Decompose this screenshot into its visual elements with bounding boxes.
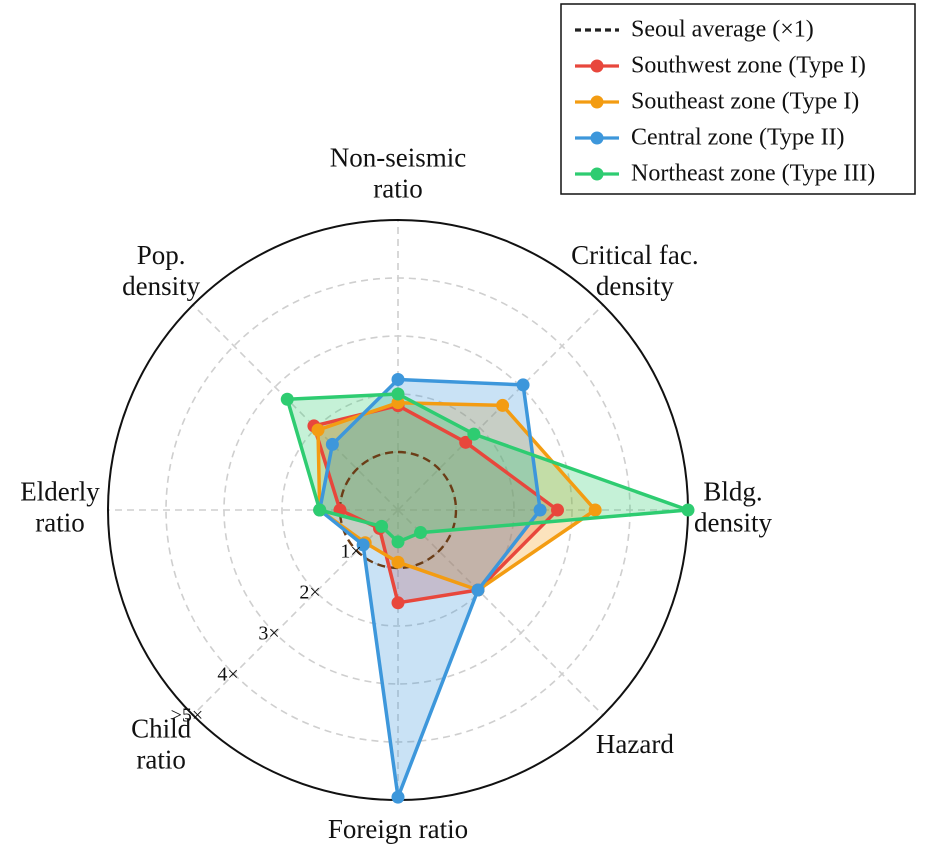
axis-label: Elderly xyxy=(20,477,100,507)
series-point xyxy=(551,503,564,517)
series-point xyxy=(588,503,602,517)
legend-swatch-marker xyxy=(590,167,604,181)
axis-label: ratio xyxy=(373,174,422,204)
series-point xyxy=(496,398,510,412)
axis-label: ratio xyxy=(35,508,84,538)
axis-label: Hazard xyxy=(596,729,674,759)
series-point xyxy=(280,392,294,406)
axis-label: Non-seismic xyxy=(330,143,466,173)
axis-label: Pop. xyxy=(137,240,186,270)
axis-label: ratio xyxy=(136,745,185,775)
grid-spoke xyxy=(192,304,399,511)
legend-swatch-marker xyxy=(590,131,604,145)
legend-entry: Seoul average (×1) xyxy=(575,17,814,43)
series-lines xyxy=(280,373,695,804)
seoul-average-line xyxy=(338,450,458,570)
axis-label: density xyxy=(122,271,200,301)
series-point xyxy=(681,503,695,517)
series-point xyxy=(471,583,485,597)
radial-tick-label: 3× xyxy=(258,623,279,645)
legend-entry: Northeast zone (Type III) xyxy=(575,161,875,187)
series-fill xyxy=(319,379,541,798)
legend-label: Southwest zone (Type I) xyxy=(631,53,866,79)
radial-tick-label: >5× xyxy=(171,705,204,727)
legend-entry: Southeast zone (Type I) xyxy=(575,89,859,115)
radial-tick-labels: 1× 2× 3× 4× >5× xyxy=(171,541,362,727)
legend-entry: Central zone (Type II) xyxy=(575,125,845,151)
axis-label: Child xyxy=(131,714,192,744)
legend-label: Seoul average (×1) xyxy=(631,17,814,43)
radial-tick-label: 4× xyxy=(217,664,238,686)
series-fill xyxy=(287,394,688,542)
legend-label: Northeast zone (Type III) xyxy=(631,161,875,187)
legend-swatch-marker xyxy=(590,95,604,109)
reference-layer xyxy=(338,450,458,570)
series-point xyxy=(391,596,405,610)
series-point xyxy=(414,526,428,540)
series-point xyxy=(467,427,481,441)
series-point xyxy=(391,790,405,804)
series-point xyxy=(311,423,325,437)
axis-label: density xyxy=(694,508,772,538)
series-fill xyxy=(313,405,558,603)
series-point xyxy=(533,503,547,517)
legend-label: Southeast zone (Type I) xyxy=(631,89,859,115)
series-point xyxy=(391,387,405,401)
series-point xyxy=(356,538,370,552)
axis-label: Foreign ratio xyxy=(328,814,468,844)
legend-label: Central zone (Type II) xyxy=(631,125,845,151)
grid-spoke xyxy=(397,509,604,716)
series-group xyxy=(280,387,695,549)
legend-box xyxy=(560,3,916,195)
series-point xyxy=(313,503,327,517)
series-point xyxy=(325,437,339,451)
series-point xyxy=(391,535,405,549)
radial-tick-label: 2× xyxy=(299,582,320,604)
legend: Seoul average (×1) Southwest zone (Type I… xyxy=(560,3,916,195)
axis-label: Bldg. xyxy=(703,477,762,507)
radial-tick-label: 1× xyxy=(340,541,361,563)
series-point xyxy=(391,373,405,386)
series-point xyxy=(375,519,389,533)
axis-label: Critical fac. xyxy=(571,240,698,270)
legend-entry: Southwest zone (Type I) xyxy=(575,53,866,79)
axis-label: density xyxy=(596,271,674,301)
series-point xyxy=(391,555,405,569)
legend-swatch-marker xyxy=(590,59,604,73)
series-point xyxy=(516,378,530,392)
series-point xyxy=(459,435,473,449)
